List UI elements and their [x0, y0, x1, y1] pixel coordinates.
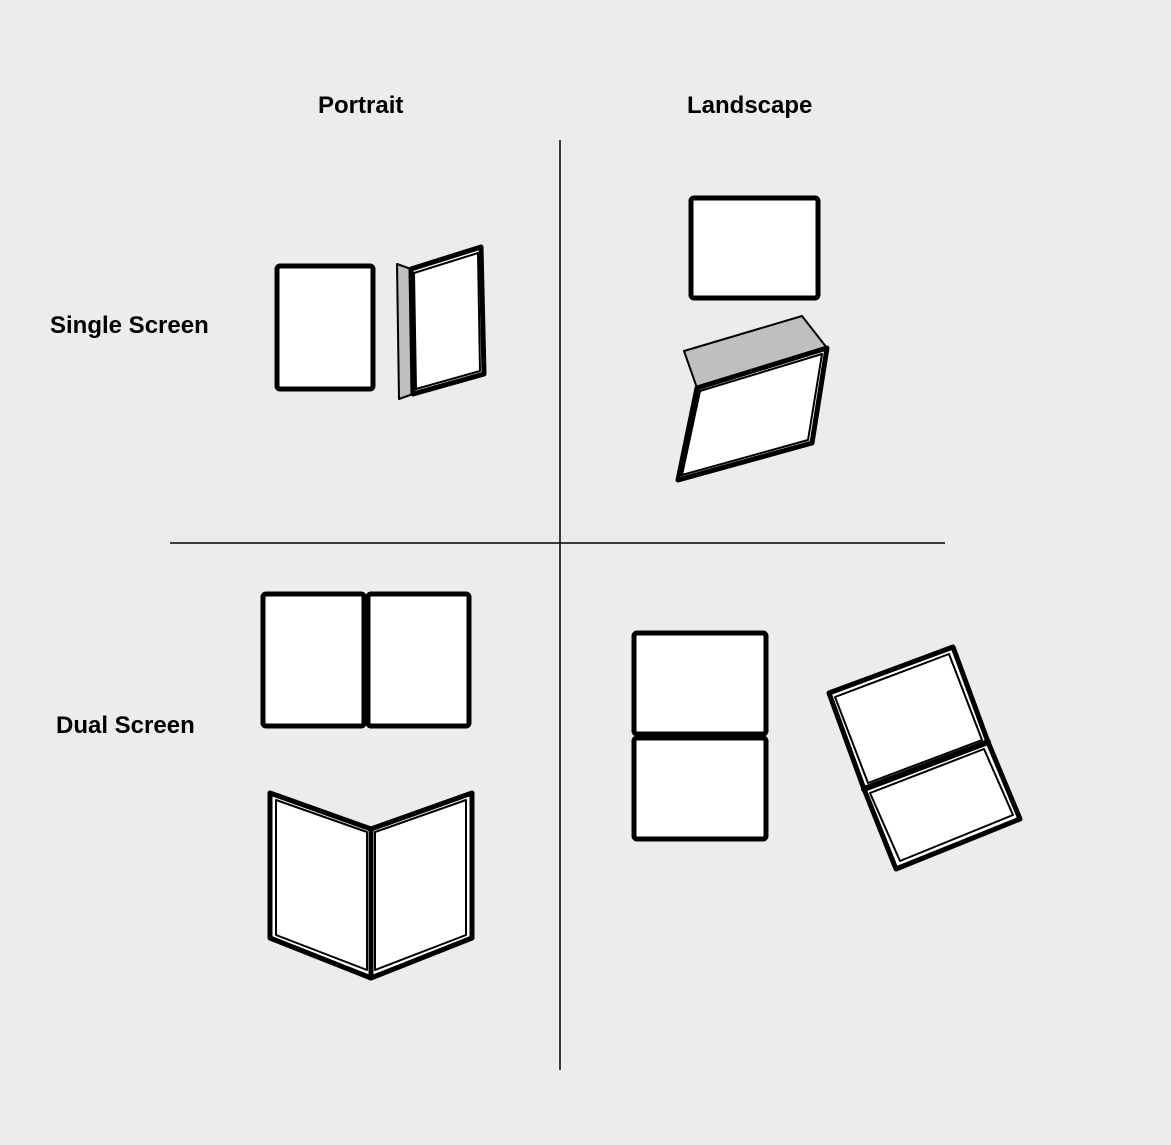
dual-landscape-flat-bottom — [634, 738, 766, 839]
dual-portrait-flat-left — [263, 594, 364, 726]
tent-tablet-landscape-iso — [678, 316, 827, 480]
row-header-single: Single Screen — [50, 312, 209, 340]
dual-landscape-laptop-iso — [829, 647, 1020, 869]
col-header-landscape: Landscape — [687, 92, 812, 120]
row-header-dual: Dual Screen — [56, 712, 195, 740]
dual-portrait-book-iso — [270, 793, 472, 978]
dual-landscape-flat-top — [634, 633, 766, 734]
dual-portrait-flat-right — [368, 594, 469, 726]
diagram-canvas — [0, 0, 1171, 1145]
flat-tablet-landscape — [691, 198, 818, 298]
flat-tablet-portrait — [277, 266, 373, 389]
col-header-portrait: Portrait — [318, 92, 403, 120]
folded-tablet-portrait-iso — [397, 247, 484, 399]
